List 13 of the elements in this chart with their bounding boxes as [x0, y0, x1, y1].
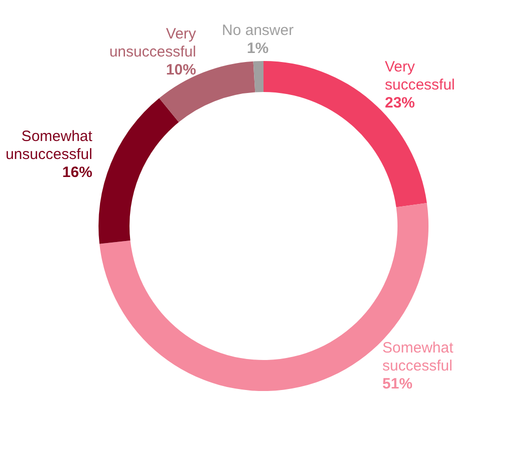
data-label: 23%: [384, 94, 415, 112]
data-label: 51%: [382, 376, 412, 393]
data-label: 1%: [246, 40, 269, 58]
slice-label: No answer: [222, 22, 294, 40]
data-label: 10%: [166, 62, 196, 79]
donut-slice: [98, 98, 179, 244]
donut-slice: [159, 61, 256, 122]
slice-label: Very successful: [384, 58, 455, 94]
slice-label: Somewhat unsuccessful: [6, 128, 94, 163]
data-label: 16%: [62, 164, 92, 181]
slice-label: Somewhat successful: [382, 340, 454, 375]
slice-label: Very unsuccessful: [109, 26, 197, 61]
donut-slice: [253, 61, 264, 92]
